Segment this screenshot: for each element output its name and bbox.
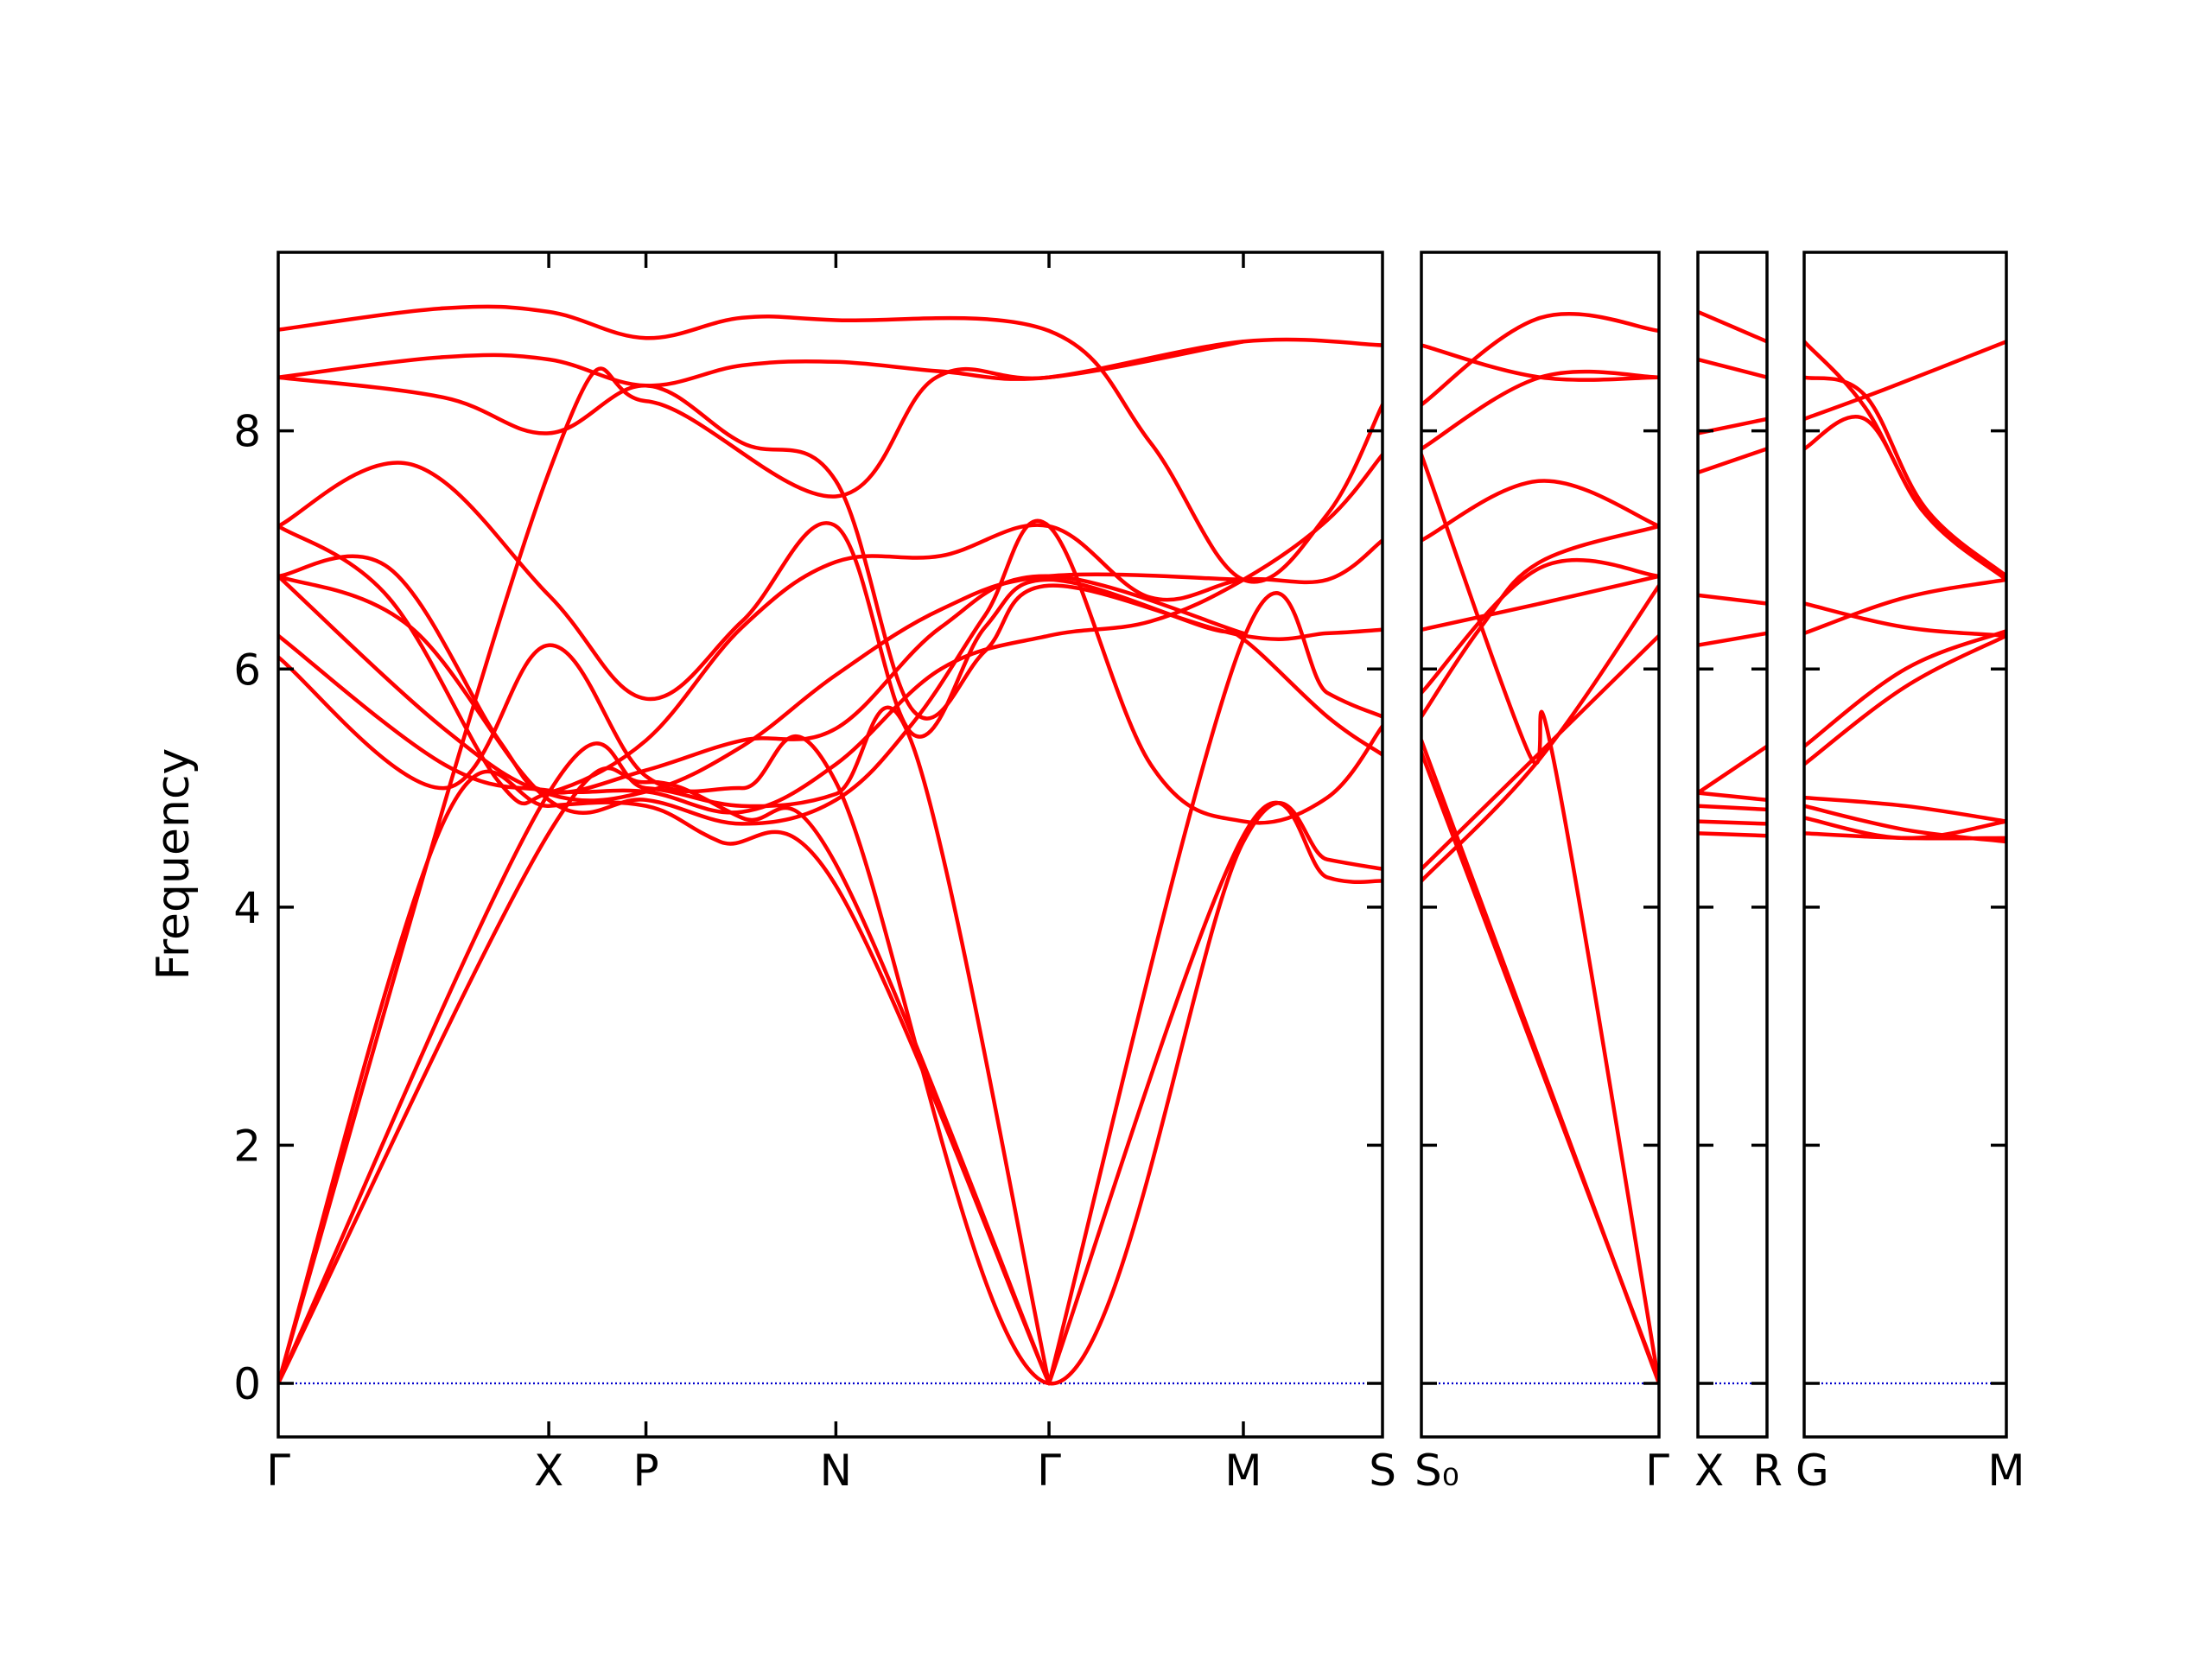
band-line-3 — [1804, 340, 2006, 422]
panel-1: Γ X P N Γ M S 0 2 4 6 8 — [233, 251, 1396, 1496]
x-tick-label: P — [632, 1446, 658, 1496]
x-tick-label: S — [1369, 1446, 1396, 1496]
band-line-1 — [278, 337, 1382, 1386]
band-line-12 — [1421, 583, 1659, 883]
band-line-13 — [278, 518, 1382, 826]
band-line-12 — [1804, 831, 2006, 841]
band-line-3 — [1421, 369, 1659, 451]
x-tick-label: S₀ — [1414, 1446, 1459, 1496]
y-tick-label: 4 — [233, 883, 261, 933]
band-line-14 — [278, 643, 1382, 1386]
x-tick-label: X — [534, 1446, 563, 1496]
y-tick-label: 0 — [233, 1359, 261, 1409]
band-line-11 — [278, 572, 1246, 803]
band-group — [1698, 309, 1767, 838]
band-line-11 — [1421, 633, 1659, 871]
band-line-4 — [1804, 415, 2006, 579]
band-line-2 — [278, 769, 1052, 1386]
band-line-7 — [278, 375, 1382, 721]
x-tick-label: M — [1224, 1446, 1262, 1496]
band-line-16 — [1046, 591, 1382, 1386]
band-line-7 — [1421, 557, 1659, 696]
band-group — [1804, 340, 2006, 844]
band-line-6 — [1698, 631, 1767, 647]
band-line-15 — [1046, 800, 1382, 1386]
band-line-5 — [1698, 593, 1767, 606]
band-group — [278, 304, 1382, 1386]
band-line-4 — [278, 705, 1052, 1386]
y-tick-label: 8 — [233, 407, 261, 457]
band-line-7 — [1698, 744, 1767, 795]
band-line-8 — [1698, 791, 1767, 803]
band-line-9 — [278, 523, 1382, 806]
band-line-6 — [278, 340, 1246, 388]
band-line-6 — [1804, 577, 2006, 636]
band-line-4 — [1698, 447, 1767, 475]
x-tick-label: N — [820, 1446, 852, 1496]
band-line-4 — [1421, 452, 1659, 1386]
band-line-10 — [1421, 750, 1659, 1383]
x-tick-label: Γ — [1037, 1446, 1061, 1496]
band-line-1 — [1698, 309, 1767, 344]
band-line-5 — [1804, 601, 2006, 638]
band-line-9 — [1804, 795, 2006, 823]
band-line-3 — [278, 766, 1052, 1386]
band-group — [1421, 311, 1659, 1386]
band-line-11 — [1698, 831, 1767, 838]
band-line-2 — [1421, 311, 1659, 407]
band-line-8 — [1804, 633, 2006, 766]
band-line-8 — [278, 461, 1382, 757]
band-line-12 — [278, 452, 1382, 815]
x-tick-label: G — [1796, 1446, 1829, 1496]
band-line-10 — [1698, 819, 1767, 826]
band-line-5 — [1421, 479, 1659, 543]
x-tick-label: X — [1694, 1446, 1724, 1496]
band-line-6 — [1421, 574, 1659, 632]
band-line-7 — [1804, 628, 2006, 749]
x-tick-label: Γ — [1645, 1446, 1669, 1496]
panel-frame — [1696, 251, 1769, 1439]
y-axis-label: Frequency — [148, 748, 200, 981]
x-tick-label: Γ — [266, 1446, 290, 1496]
band-line-9 — [1698, 804, 1767, 812]
band-line-8 — [1421, 524, 1659, 719]
panel-frame — [1420, 251, 1661, 1439]
panel-frame — [276, 251, 1384, 1439]
x-tick-label: M — [1987, 1446, 2024, 1496]
panel-frame — [1802, 251, 2008, 1439]
band-line-2 — [1698, 357, 1767, 379]
panel-2: S₀ Γ — [1414, 251, 1669, 1496]
y-tick-label: 6 — [233, 645, 261, 695]
x-tick-label: R — [1752, 1446, 1783, 1496]
y-tick-label: 2 — [233, 1121, 261, 1171]
